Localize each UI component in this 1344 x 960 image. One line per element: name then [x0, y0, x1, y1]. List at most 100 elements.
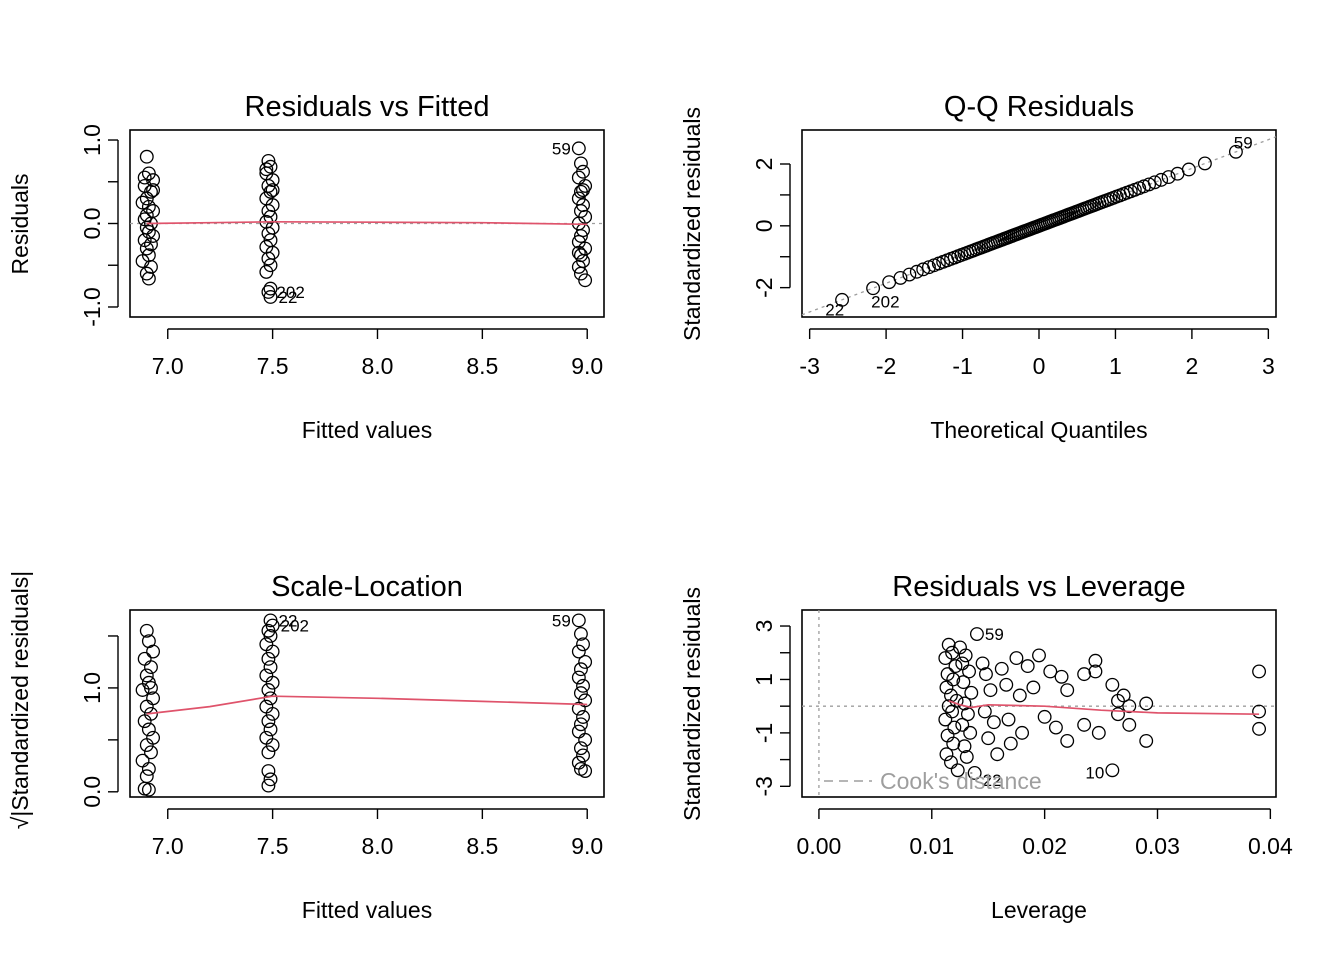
x-tick-label: 8.0 [361, 353, 393, 379]
data-point [571, 644, 586, 659]
data-point [144, 660, 158, 675]
data-point [265, 675, 280, 690]
data-point [573, 741, 588, 756]
x-axis: -3 -2 -1 0 1 2 3 [799, 328, 1275, 379]
data-point [141, 722, 156, 737]
y-axis-label: Standardized residuals [679, 107, 705, 341]
data-point [967, 766, 982, 780]
data-point [1105, 763, 1120, 778]
data-point [261, 204, 276, 218]
data-point [265, 706, 280, 721]
data-point [990, 747, 1005, 762]
data-point [139, 149, 154, 164]
data-point [938, 712, 953, 727]
y-tick-label: -3 [751, 776, 777, 796]
data-point [263, 258, 278, 273]
x-tick-label: -2 [876, 353, 896, 379]
data-point [1077, 667, 1092, 682]
data-points [135, 613, 593, 797]
data-point [261, 651, 276, 666]
data-point [137, 651, 152, 666]
data-point [969, 627, 984, 641]
data-point [946, 736, 961, 751]
data-point [263, 772, 278, 787]
x-tick-label: 0.01 [909, 833, 954, 859]
data-point [1026, 680, 1041, 695]
point-label: 22 [279, 611, 298, 630]
data-point [141, 782, 156, 797]
data-point [261, 251, 276, 266]
panel-title: Scale-Location [271, 571, 463, 603]
data-point [137, 714, 152, 729]
data-point [141, 271, 156, 286]
data-point [139, 738, 154, 753]
y-axis: -2 0 2 [751, 158, 791, 298]
data-point [960, 707, 975, 722]
qq-reference-line [801, 136, 1277, 316]
x-tick-label: 8.5 [466, 833, 498, 859]
data-point [576, 678, 590, 693]
data-point [964, 685, 979, 700]
y-tick-label: 0 [751, 219, 777, 232]
data-point [263, 629, 278, 643]
data-point [578, 654, 593, 669]
y-axis-label: Residuals [7, 174, 33, 275]
point-label: 22 [279, 288, 298, 307]
data-point [261, 764, 276, 778]
data-point [571, 245, 586, 260]
x-axis: 7.0 7.5 8.0 8.5 9.0 [152, 328, 603, 379]
data-point [261, 683, 276, 697]
data-point [139, 699, 154, 714]
data-point [946, 672, 961, 687]
data-point [144, 184, 158, 199]
y-tick-label: 0.0 [79, 776, 105, 808]
y-axis-label: √|Standardized residuals| [7, 571, 33, 830]
x-tick-label: 2 [1186, 353, 1199, 379]
data-point [1252, 704, 1267, 719]
x-axis-label: Fitted values [302, 417, 432, 443]
data-point [576, 710, 590, 724]
data-point [963, 725, 978, 740]
data-point [977, 704, 992, 719]
data-point [261, 714, 276, 729]
data-point [573, 686, 588, 701]
data-point [835, 292, 850, 307]
data-point [261, 778, 276, 793]
data-point [1088, 664, 1103, 679]
data-point [1252, 664, 1267, 679]
y-tick-label: -1.0 [79, 287, 105, 327]
point-label: 22 [825, 300, 844, 319]
data-point [1111, 707, 1125, 722]
y-tick-label: -1 [751, 723, 777, 743]
data-point [263, 290, 278, 304]
smooth-line [948, 699, 1260, 716]
panel-title: Residuals vs Fitted [245, 91, 490, 123]
data-point [1043, 664, 1058, 679]
x-axis-label: Fitted values [302, 897, 432, 923]
y-axis: -3 -1 1 3 [751, 620, 791, 797]
data-point [962, 664, 976, 679]
data-point [144, 237, 158, 252]
data-point [986, 715, 1001, 730]
x-axis: 7.0 7.5 8.0 8.5 9.0 [152, 808, 603, 859]
y-tick-label: 0.0 [79, 208, 105, 240]
data-point [1060, 683, 1075, 698]
data-point [573, 626, 588, 641]
data-point [948, 659, 963, 674]
data-point [139, 769, 154, 784]
y-tick-label: 1.0 [79, 124, 105, 156]
data-point [1077, 717, 1092, 732]
data-point [573, 229, 588, 243]
data-point [938, 651, 953, 666]
data-point [571, 613, 586, 628]
data-point [1001, 712, 1016, 727]
data-point [141, 199, 156, 214]
y-axis: -1.0 0.0 1.0 [79, 124, 119, 327]
x-tick-label: 8.0 [361, 833, 393, 859]
data-point [983, 683, 998, 698]
data-point [939, 747, 954, 762]
point-label: 202 [871, 293, 899, 312]
data-point [576, 748, 590, 763]
data-point [146, 229, 161, 243]
